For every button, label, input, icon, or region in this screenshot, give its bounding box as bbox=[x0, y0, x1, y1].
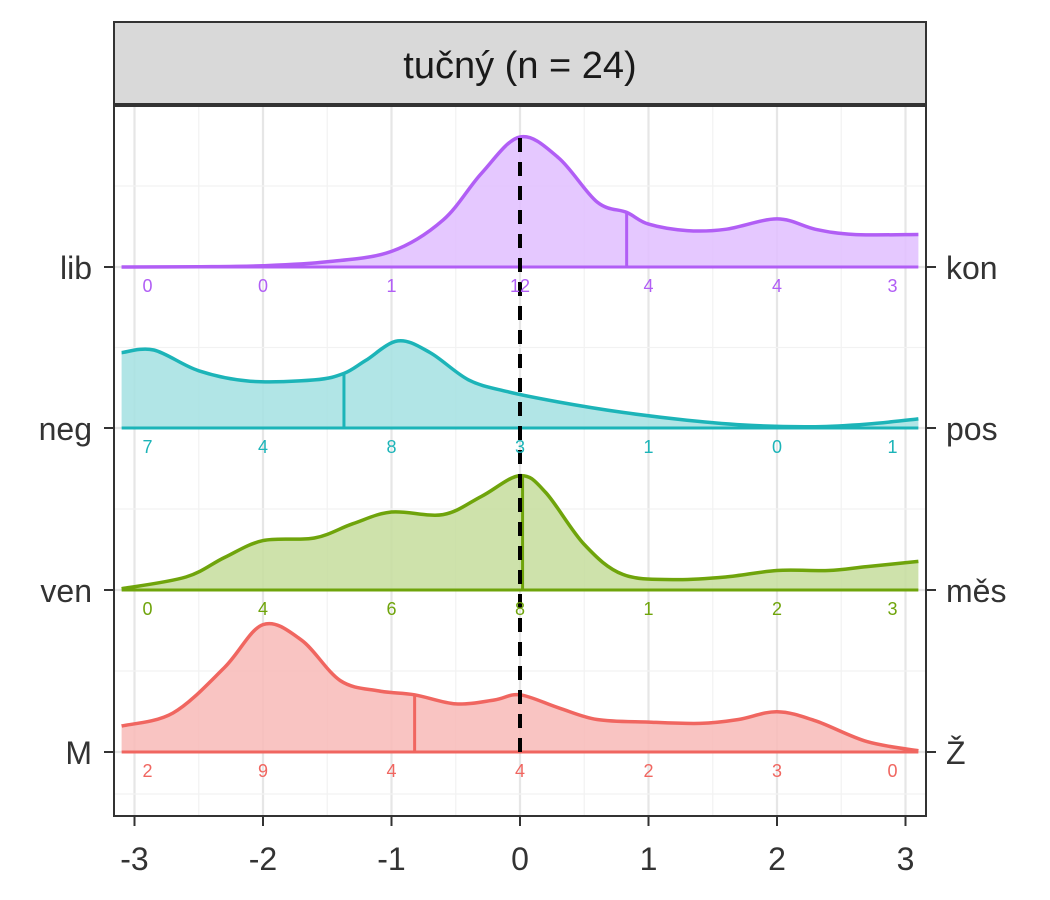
count-label: 4 bbox=[258, 599, 268, 619]
x-tick-label: 2 bbox=[768, 841, 786, 877]
ridge-line bbox=[121, 134, 919, 269]
count-label: 4 bbox=[386, 761, 396, 781]
ridge-area bbox=[121, 340, 919, 428]
count-label: 2 bbox=[643, 761, 653, 781]
count-label: 0 bbox=[772, 437, 782, 457]
count-label: 0 bbox=[142, 276, 152, 296]
count-label: 2 bbox=[142, 761, 152, 781]
x-tick-label: -1 bbox=[377, 841, 405, 877]
count-label: 1 bbox=[643, 437, 653, 457]
count-label: 1 bbox=[643, 599, 653, 619]
ridge-line bbox=[121, 621, 919, 753]
ridge-area bbox=[121, 136, 919, 267]
right-category-label: Ž bbox=[946, 735, 966, 771]
right-category-label: pos bbox=[946, 411, 998, 447]
count-label: 1 bbox=[887, 437, 897, 457]
count-label: 4 bbox=[258, 437, 268, 457]
count-label: 3 bbox=[887, 276, 897, 296]
left-category-label: lib bbox=[60, 250, 92, 286]
count-label: 6 bbox=[386, 599, 396, 619]
right-category-label: kon bbox=[946, 250, 998, 286]
left-category-label: ven bbox=[40, 573, 92, 609]
count-label: 4 bbox=[643, 276, 653, 296]
x-tick-label: 3 bbox=[897, 841, 915, 877]
count-label: 3 bbox=[515, 437, 525, 457]
count-label: 2 bbox=[772, 599, 782, 619]
ridge-area bbox=[121, 623, 919, 752]
count-label: 7 bbox=[142, 437, 152, 457]
count-label: 1 bbox=[386, 276, 396, 296]
count-label: 0 bbox=[887, 761, 897, 781]
count-label: 0 bbox=[258, 276, 268, 296]
count-label: 4 bbox=[515, 761, 525, 781]
count-label: 8 bbox=[386, 437, 396, 457]
facet-strip bbox=[113, 21, 927, 105]
count-label: 4 bbox=[772, 276, 782, 296]
ridge-line bbox=[121, 339, 919, 429]
count-label: 8 bbox=[515, 599, 525, 619]
left-category-label: neg bbox=[39, 411, 92, 447]
counts-layer: 0 0 1 12 4 4 37 4 8 3 1 0 10 4 6 8 1 2 32 9 4 4 2 3 0 bbox=[142, 276, 897, 781]
x-tick-label: -3 bbox=[120, 841, 148, 877]
count-label: 3 bbox=[772, 761, 782, 781]
right-category-label: měs bbox=[946, 573, 1006, 609]
x-tick-label: -2 bbox=[249, 841, 277, 877]
count-label: 9 bbox=[258, 761, 268, 781]
x-tick-label: 0 bbox=[511, 841, 529, 877]
x-tick-label: 1 bbox=[640, 841, 658, 877]
count-label: 12 bbox=[510, 276, 530, 296]
left-category-label: M bbox=[65, 735, 92, 771]
facet-title: tučný (n = 24) bbox=[403, 45, 636, 87]
count-label: 0 bbox=[142, 599, 152, 619]
count-label: 3 bbox=[887, 599, 897, 619]
